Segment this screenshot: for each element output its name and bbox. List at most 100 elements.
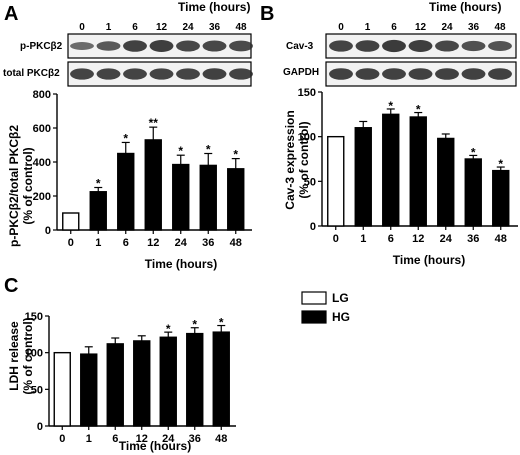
blot-band bbox=[329, 40, 353, 52]
bar bbox=[186, 332, 204, 427]
y-axis-label-b: Cav-3 expression bbox=[283, 110, 297, 209]
blot-band bbox=[149, 68, 174, 80]
y-tick-label: 150 bbox=[25, 311, 43, 323]
blot-lane-label: 24 bbox=[441, 22, 453, 33]
panel-label-a: A bbox=[4, 3, 18, 25]
significance-marker: * bbox=[206, 143, 211, 157]
blot-band bbox=[96, 41, 121, 51]
bar bbox=[409, 116, 427, 227]
x-tick-label: 0 bbox=[333, 233, 339, 245]
significance-marker: * bbox=[219, 316, 224, 330]
y-tick-label: 0 bbox=[310, 221, 316, 233]
blot-label-p-pkc: p-PKCβ2 bbox=[20, 41, 63, 52]
bar bbox=[492, 169, 510, 227]
significance-marker: * bbox=[471, 145, 476, 159]
blot-band bbox=[96, 68, 121, 80]
x-tick-label: 12 bbox=[147, 237, 159, 249]
blot-band bbox=[123, 40, 147, 52]
blot-lane-label: 36 bbox=[209, 22, 221, 33]
significance-marker: * bbox=[166, 322, 171, 336]
blot-band bbox=[70, 42, 94, 50]
blot-lane-label: 48 bbox=[494, 22, 506, 33]
y-axis-unit-c: (% of control) bbox=[21, 317, 35, 394]
y-tick-label: 0 bbox=[45, 225, 51, 237]
x-tick-label: 1 bbox=[86, 433, 92, 445]
y-tick-label: 150 bbox=[298, 87, 316, 99]
panel-label-c: C bbox=[4, 275, 18, 297]
bar bbox=[117, 152, 135, 231]
blot-band bbox=[382, 68, 406, 80]
x-tick-label: 6 bbox=[112, 433, 118, 445]
blot-band bbox=[202, 68, 227, 80]
blot-band bbox=[355, 40, 380, 52]
blot-band bbox=[176, 68, 200, 80]
bar bbox=[89, 191, 107, 231]
y-tick-label: 800 bbox=[33, 89, 51, 101]
blot-band bbox=[408, 40, 433, 52]
x-tick-label: 12 bbox=[136, 433, 148, 445]
bar bbox=[53, 351, 71, 427]
blot-lane-label: 36 bbox=[468, 22, 480, 33]
x-tick-label: 1 bbox=[360, 233, 366, 245]
bar bbox=[464, 158, 482, 227]
panel-b: B Time (hours) 0 1 6 12 24 36 48 Cav-3 GAPDH 0… bbox=[260, 0, 518, 267]
x-tick-label: 48 bbox=[495, 233, 507, 245]
blot-band bbox=[329, 68, 353, 80]
blot-label-text: p-PKCβ2 bbox=[20, 41, 63, 52]
bar-chart-c: 0 50 100 150 0 1 6 12 * 24 * 36 * 48 bbox=[25, 311, 236, 445]
blot-lane-label: 1 bbox=[365, 22, 371, 33]
x-axis-label-c: Time (hours) bbox=[119, 439, 191, 453]
bar bbox=[437, 137, 455, 227]
x-axis-label-a: Time (hours) bbox=[145, 257, 217, 271]
significance-marker: * bbox=[123, 131, 128, 145]
blot-band bbox=[488, 40, 512, 52]
x-tick-label: 0 bbox=[68, 237, 74, 249]
bar bbox=[212, 331, 230, 427]
y-tick-label: 400 bbox=[33, 157, 51, 169]
blot-band bbox=[435, 68, 459, 80]
blot-band bbox=[355, 68, 380, 80]
blot-band bbox=[229, 40, 253, 52]
bar bbox=[327, 135, 345, 227]
legend: LG HG bbox=[301, 291, 350, 324]
bar bbox=[144, 139, 162, 231]
western-blot-a: 0 1 6 12 24 36 48 bbox=[67, 22, 253, 87]
x-tick-label: 48 bbox=[215, 433, 227, 445]
significance-marker: * bbox=[96, 177, 101, 191]
x-tick-label: 6 bbox=[123, 237, 129, 249]
blot-lane-label: 6 bbox=[132, 22, 138, 33]
x-tick-label: 1 bbox=[95, 237, 101, 249]
blot-header-b: Time (hours) bbox=[429, 0, 501, 14]
bar bbox=[382, 113, 400, 227]
legend-label-hg: HG bbox=[332, 310, 350, 324]
blot-band bbox=[435, 40, 459, 52]
y-axis-label-c: LDH release bbox=[7, 321, 21, 391]
y-tick-label: 100 bbox=[25, 348, 43, 360]
significance-marker: * bbox=[178, 144, 183, 158]
blot-lane-label: 48 bbox=[235, 22, 247, 33]
blot-lane-label: 1 bbox=[106, 22, 112, 33]
y-tick-label: 100 bbox=[298, 132, 316, 144]
bar bbox=[227, 168, 245, 231]
blot-lane-label: 12 bbox=[156, 22, 168, 33]
blot-label-text: total PKCβ2 bbox=[3, 68, 60, 79]
x-tick-label: 48 bbox=[230, 237, 242, 249]
blot-lane-label: 0 bbox=[79, 22, 85, 33]
blot-header-a: Time (hours) bbox=[178, 0, 250, 14]
y-axis-unit-a: (% of control) bbox=[21, 147, 35, 224]
blot-label-cav3: Cav-3 bbox=[286, 41, 314, 52]
x-tick-label: 12 bbox=[412, 233, 424, 245]
x-tick-label: 36 bbox=[467, 233, 479, 245]
x-tick-label: 24 bbox=[175, 237, 188, 249]
blot-band bbox=[123, 68, 147, 80]
blot-band bbox=[488, 68, 512, 80]
x-tick-label: 24 bbox=[162, 433, 175, 445]
bar bbox=[80, 353, 98, 427]
bar-chart-a: 0 200 400 600 800 0 * 1 * 6 ** 12 * 24 * 36 * 48 bbox=[33, 89, 252, 249]
y-tick-label: 0 bbox=[37, 421, 43, 433]
y-tick-label: 200 bbox=[33, 191, 51, 203]
blot-lane-label: 6 bbox=[391, 22, 397, 33]
significance-marker: * bbox=[416, 103, 421, 117]
bar bbox=[133, 340, 151, 427]
